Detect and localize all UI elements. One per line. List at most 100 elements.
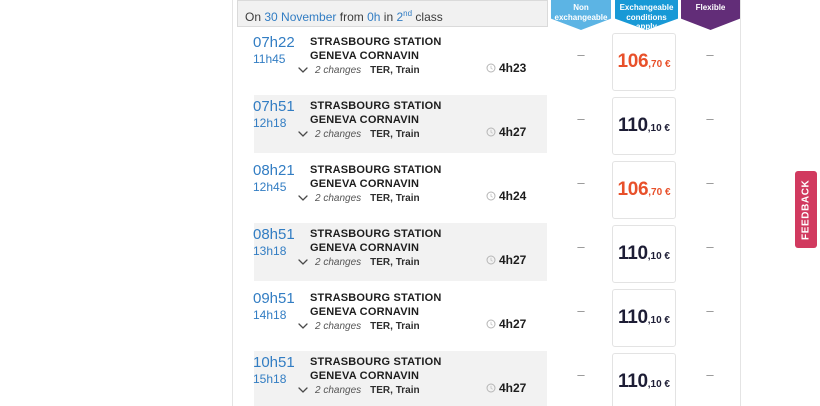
journey-row[interactable]: 10h51 15h18 STRASBOURG STATION GENEVA CO…	[232, 351, 740, 406]
journey-row-background	[254, 95, 547, 153]
price-cents: ,10 €	[647, 379, 670, 390]
transport-modes: TER, Train	[370, 192, 420, 204]
destination-station: GENEVA CORNAVIN	[310, 114, 420, 126]
changes-count: 2 changes	[315, 384, 362, 396]
fare-unavailable-non-exchangeable: –	[577, 111, 585, 126]
feedback-button[interactable]: FEEDBACK	[795, 171, 817, 248]
clock-icon	[486, 63, 496, 73]
chevron-down-icon	[298, 323, 308, 329]
chevron-down-icon	[298, 67, 308, 73]
journey-details-toggle[interactable]: 2 changes TER, Train	[298, 63, 420, 77]
clock-icon	[486, 127, 496, 137]
departure-time: 09h51	[253, 290, 295, 307]
fare-price-button[interactable]: 106,70 €	[612, 33, 676, 91]
origin-station: STRASBOURG STATION	[310, 36, 442, 48]
fare-unavailable-flexible: –	[706, 239, 714, 254]
summary-on-label: On	[245, 10, 262, 24]
journey-duration: 4h23	[499, 61, 527, 75]
journey-row[interactable]: 07h51 12h18 STRASBOURG STATION GENEVA CO…	[232, 95, 740, 155]
transport-modes: TER, Train	[370, 128, 420, 140]
price-cents: ,10 €	[647, 123, 670, 134]
journey-details-toggle[interactable]: 2 changes TER, Train	[298, 127, 420, 141]
duration-group: 4h23	[486, 61, 526, 75]
destination-station: GENEVA CORNAVIN	[310, 306, 420, 318]
arrival-time: 13h18	[253, 244, 287, 258]
clock-icon	[486, 319, 496, 329]
price-euros: 110	[617, 307, 648, 328]
transport-modes: TER, Train	[370, 320, 420, 332]
origin-station: STRASBOURG STATION	[310, 292, 442, 304]
journey-row[interactable]: 09h51 14h18 STRASBOURG STATION GENEVA CO…	[232, 287, 740, 347]
departure-time: 08h21	[253, 162, 295, 179]
chevron-down-icon	[298, 131, 308, 137]
summary-in-label: in	[383, 10, 394, 24]
origin-station: STRASBOURG STATION	[310, 164, 442, 176]
summary-class-label: class	[415, 10, 443, 24]
journey-duration: 4h27	[499, 317, 527, 331]
journey-details-toggle[interactable]: 2 changes TER, Train	[298, 191, 420, 205]
transport-modes: TER, Train	[370, 64, 420, 76]
departure-time: 08h51	[253, 226, 295, 243]
fare-unavailable-non-exchangeable: –	[577, 47, 585, 62]
departure-time: 07h22	[253, 34, 295, 51]
fare-price-button[interactable]: 110,10 €	[612, 353, 676, 406]
price-cents: ,10 €	[647, 315, 670, 326]
fare-unavailable-non-exchangeable: –	[577, 239, 585, 254]
clock-icon	[486, 255, 496, 265]
changes-count: 2 changes	[315, 128, 362, 140]
departure-time: 10h51	[253, 354, 295, 371]
duration-group: 4h27	[486, 253, 526, 267]
journey-duration: 4h24	[499, 189, 527, 203]
fare-price-button[interactable]: 106,70 €	[612, 161, 676, 219]
duration-group: 4h27	[486, 381, 526, 395]
fare-unavailable-flexible: –	[706, 303, 714, 318]
summary-class-link[interactable]: 2nd	[396, 9, 413, 24]
fare-unavailable-flexible: –	[706, 175, 714, 190]
destination-station: GENEVA CORNAVIN	[310, 242, 420, 254]
chevron-down-icon	[298, 387, 308, 393]
price-cents: ,10 €	[647, 251, 670, 262]
price-euros: 106	[617, 51, 649, 72]
journey-summary-bar: On 30 November from 0h in 2nd class	[237, 0, 548, 27]
fare-unavailable-non-exchangeable: –	[577, 303, 585, 318]
fare-price-button[interactable]: 110,10 €	[612, 289, 676, 347]
price-euros: 110	[617, 371, 648, 392]
origin-station: STRASBOURG STATION	[310, 100, 442, 112]
transport-modes: TER, Train	[370, 256, 420, 268]
journey-duration: 4h27	[499, 381, 527, 395]
changes-count: 2 changes	[315, 192, 362, 204]
summary-date-link[interactable]: 30 November	[264, 10, 337, 24]
summary-time-link[interactable]: 0h	[367, 10, 381, 24]
fare-unavailable-flexible: –	[706, 111, 714, 126]
journey-row-background	[254, 159, 547, 217]
duration-group: 4h27	[486, 317, 526, 331]
journey-row[interactable]: 07h22 11h45 STRASBOURG STATION GENEVA CO…	[232, 31, 740, 91]
journey-details-toggle[interactable]: 2 changes TER, Train	[298, 319, 420, 333]
journey-row-background	[254, 223, 547, 281]
arrival-time: 12h45	[253, 180, 287, 194]
transport-modes: TER, Train	[370, 384, 420, 396]
changes-count: 2 changes	[315, 64, 362, 76]
journey-details-toggle[interactable]: 2 changes TER, Train	[298, 383, 420, 397]
departure-time: 07h51	[253, 98, 295, 115]
clock-icon	[486, 383, 496, 393]
price-cents: ,70 €	[648, 187, 671, 198]
origin-station: STRASBOURG STATION	[310, 356, 442, 368]
journey-details-toggle[interactable]: 2 changes TER, Train	[298, 255, 420, 269]
fare-unavailable-flexible: –	[706, 47, 714, 62]
journey-row[interactable]: 08h51 13h18 STRASBOURG STATION GENEVA CO…	[232, 223, 740, 283]
journey-row[interactable]: 08h21 12h45 STRASBOURG STATION GENEVA CO…	[232, 159, 740, 219]
destination-station: GENEVA CORNAVIN	[310, 178, 420, 190]
arrival-time: 12h18	[253, 116, 287, 130]
search-results-panel	[232, 0, 741, 406]
price-euros: 106	[617, 179, 649, 200]
chevron-down-icon	[298, 259, 308, 265]
duration-group: 4h24	[486, 189, 526, 203]
price-euros: 110	[617, 243, 648, 264]
fare-price-button[interactable]: 110,10 €	[612, 97, 676, 155]
fare-price-button[interactable]: 110,10 €	[612, 225, 676, 283]
changes-count: 2 changes	[315, 320, 362, 332]
fare-unavailable-non-exchangeable: –	[577, 175, 585, 190]
journey-row-background	[254, 31, 547, 89]
